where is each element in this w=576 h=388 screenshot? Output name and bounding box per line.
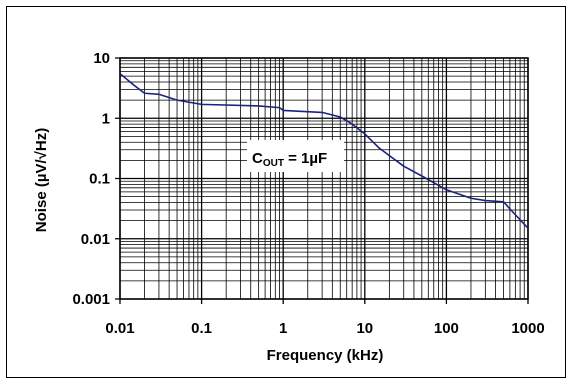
x-tick-label: 100 [434,320,459,337]
annotation-text: COUT = 1µF [252,150,327,169]
y-tick-label: 0.1 [89,171,110,188]
y-tick-label: 10 [93,50,110,67]
series-layer [119,73,529,229]
x-tick-label: 0.01 [105,320,134,337]
y-tick-label: 0.001 [72,291,110,308]
x-tick-label: 0.1 [191,320,212,337]
y-axis-title: Noise (µV/√Hz) [33,128,50,232]
x-axis-title: Frequency (kHz) [267,347,384,364]
series-line-noise [119,73,529,229]
annotation-background [247,140,344,172]
y-tick-labels: 10 1 0.1 0.01 0.001 [72,50,110,308]
y-tick-label: 1 [102,110,110,127]
plot-area-border [119,57,529,300]
plot-border [119,57,529,300]
x-tick-label: 1000 [511,320,544,337]
y-tick-label: 0.01 [81,231,110,248]
x-tick-label: 1 [279,320,287,337]
x-tick-label: 10 [356,320,373,337]
cout-annotation: COUT = 1µF [247,140,344,172]
x-tick-labels: 0.01 0.1 1 10 100 1000 [105,320,544,337]
